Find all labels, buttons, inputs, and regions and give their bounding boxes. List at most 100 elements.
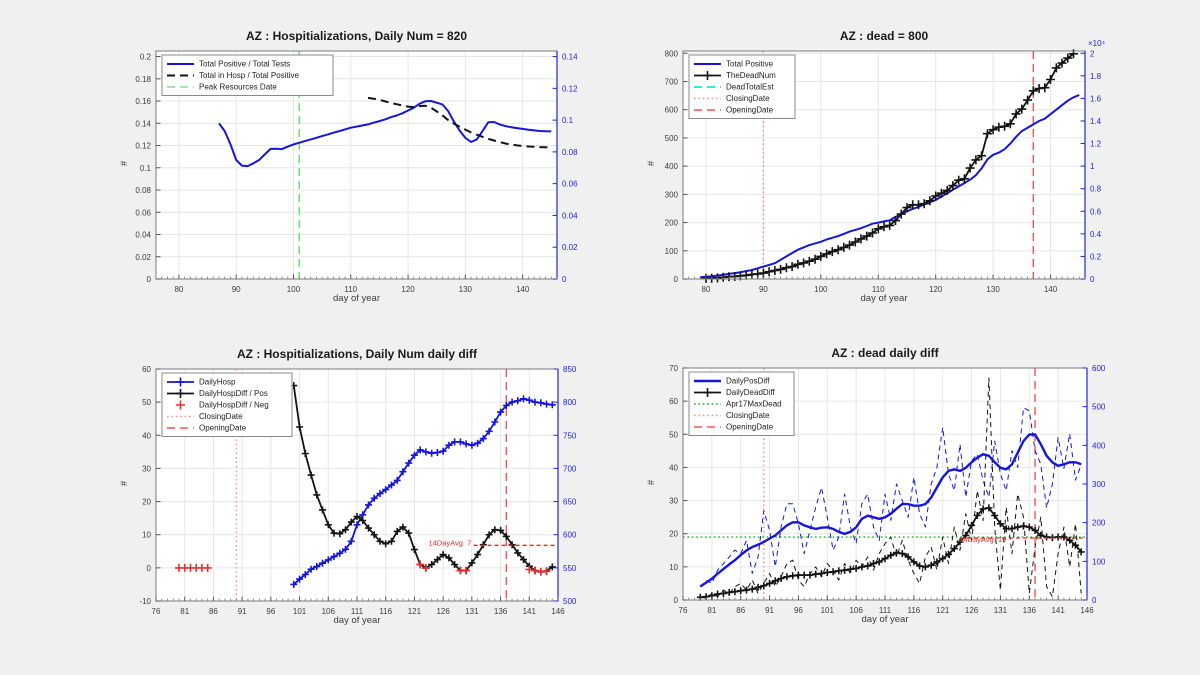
ticks: 80 90 100 110 120 130 140010020030040050060070… — [665, 39, 1106, 294]
legend-label: DailyHosp — [199, 378, 236, 387]
y-right-tick-label: 700 — [563, 464, 577, 473]
y-left-tick-label: 10 — [669, 563, 678, 572]
y-right-tick-label: 0.1 — [562, 116, 574, 125]
subplot-1: 80 90 100 110 120 130 140 0 0.02 0.04 0.06 0.08 0.1 0… — [135, 50, 578, 294]
y-left-tick-label: 400 — [665, 162, 679, 171]
x-tick-label: 76 — [152, 607, 161, 616]
y-right-tick-label: 0 — [1092, 596, 1097, 605]
chart4-title: AZ : dead daily diff — [831, 346, 939, 360]
chart2-xlabel: day of year — [860, 293, 908, 304]
legend-label: DailyPosDiff — [726, 377, 770, 386]
legend-label: ClosingDate — [726, 411, 770, 420]
y-left-tick-label: 0 — [674, 596, 679, 605]
chart2-title: AZ : dead = 800 — [839, 29, 929, 43]
legend: DailyHosp DailyHospDiff / Pos DailyHospDif… — [161, 372, 293, 437]
legend-label: Peak Resources Date — [199, 83, 277, 92]
x-tick-label: 136 — [1023, 606, 1037, 615]
x-tick-label: 146 — [551, 607, 565, 616]
y-right-tick-label: 0 — [562, 275, 567, 284]
y-right-tick-label: 1.6 — [1090, 94, 1102, 103]
y-left-tick-label: 0.02 — [135, 253, 151, 262]
daily-dead-diff-markers — [696, 504, 1085, 601]
y-left-tick-label: 0.18 — [135, 75, 151, 84]
x-tick-label: 100 — [287, 285, 301, 294]
legend-label: ClosingDate — [199, 412, 243, 421]
y-left-tick-label: 20 — [142, 498, 151, 507]
y-right-tick-label: 650 — [563, 498, 577, 507]
legend-label: Apr17MaxDead — [726, 400, 782, 409]
legend-label: ClosingDate — [726, 94, 770, 103]
x-tick-label: 86 — [736, 606, 745, 615]
x-tick-label: 141 — [523, 607, 537, 616]
y-left-tick-label: 60 — [669, 397, 678, 406]
legend-sample-marker — [703, 388, 712, 397]
x-tick-label: 130 — [986, 285, 1000, 294]
y-right-tick-label: 400 — [1092, 441, 1106, 450]
x-tick-label: 110 — [872, 285, 885, 294]
x-tick-label: 146 — [1080, 606, 1094, 615]
avg-annotation: 14DayAvg: 7 — [428, 539, 471, 548]
x-tick-label: 120 — [929, 285, 943, 294]
y-left-tick-label: 0.04 — [135, 231, 151, 240]
daily-pos-diff-raw-line — [699, 407, 1082, 588]
daily-hosp-markers — [290, 395, 556, 588]
y-right-tick-label: 750 — [563, 431, 577, 440]
legend-label: TheDeadNum — [726, 71, 776, 80]
y-right-tick-label: 0.04 — [562, 211, 578, 220]
y-left-tick-label: 600 — [665, 106, 679, 115]
x-tick-label: 116 — [907, 606, 920, 615]
y-left-tick-label: 800 — [665, 49, 679, 58]
y-right-tick-label: 0.08 — [562, 148, 578, 157]
total-in-hosp-over-total-positive-line — [367, 96, 552, 149]
chart3-title: AZ : Hospitializations, Daily Num daily … — [236, 347, 478, 361]
total-positive-line — [700, 94, 1080, 279]
y-right-tick-label: 2 — [1090, 49, 1095, 58]
y-right-tick-label: 1 — [1090, 162, 1095, 171]
y-left-tick-label: 0.06 — [135, 208, 151, 217]
avg-annotation: 14DayAvg: 19 — [959, 535, 1006, 544]
y-right-tick-label: 200 — [1092, 519, 1106, 528]
y-left-tick-label: 0.2 — [140, 53, 152, 62]
y-right-tick-label: 0.2 — [1090, 252, 1102, 261]
x-tick-label: 96 — [794, 606, 803, 615]
y-left-tick-label: 30 — [142, 464, 151, 473]
subplot-3: 14DayAvg: 7 76 81 86 91 96 101 106 111 116 121 126 1… — [139, 365, 576, 616]
y-right-tick-label: 100 — [1092, 557, 1106, 566]
daily-hosp-diff-neg-markers — [175, 560, 551, 576]
y-left-tick-label: 20 — [669, 530, 678, 539]
legend-sample-marker — [176, 400, 185, 410]
x-tick-label: 116 — [379, 607, 392, 616]
legend-label: DailyHospDiff / Neg — [199, 401, 269, 410]
chart2-ylabel: # — [646, 160, 658, 167]
x-tick-label: 136 — [494, 607, 508, 616]
legend-label: Total in Hosp / Total Positive — [199, 71, 299, 80]
x-tick-label: 106 — [322, 607, 336, 616]
subplot-2: 80 90 100 110 120 130 140010020030040050060070… — [665, 39, 1106, 294]
y-left-tick-label: 40 — [142, 431, 151, 440]
ticks: 76 81 86 91 96 101 106 111 116 121 126 131 136 141 146… — [139, 365, 576, 616]
x-tick-label: 111 — [351, 607, 364, 616]
y-right-tick-label: 500 — [563, 597, 577, 606]
y-right-tick-label: 0.8 — [1090, 185, 1102, 194]
y-right-tick-label: 1.4 — [1090, 117, 1102, 126]
x-tick-label: 131 — [994, 606, 1008, 615]
y-left-tick-label: 10 — [142, 531, 151, 540]
legend-sample-marker — [176, 377, 185, 387]
y-left-tick-label: 0 — [147, 275, 152, 284]
x-tick-label: 90 — [759, 285, 768, 294]
y-left-tick-label: 40 — [669, 463, 678, 472]
y-left-tick-label: 0.1 — [140, 164, 152, 173]
y-left-tick-label: 0.16 — [135, 97, 151, 106]
subplot-4: 14DayAvg: 19 76 81 86 91 96 101 106 111 116 121 126… — [669, 364, 1106, 615]
y-right-tick-label: 550 — [563, 564, 577, 573]
y-left-tick-label: 0 — [147, 564, 152, 573]
x-tick-label: 101 — [821, 606, 835, 615]
y-right-tick-label: 850 — [563, 365, 577, 374]
x-tick-label: 121 — [936, 606, 950, 615]
x-tick-label: 141 — [1051, 606, 1065, 615]
legend-box — [688, 371, 795, 436]
y-right-exponent-label: ×10⁴ — [1088, 39, 1106, 48]
y-left-tick-label: 300 — [665, 190, 679, 199]
x-tick-label: 76 — [679, 606, 688, 615]
